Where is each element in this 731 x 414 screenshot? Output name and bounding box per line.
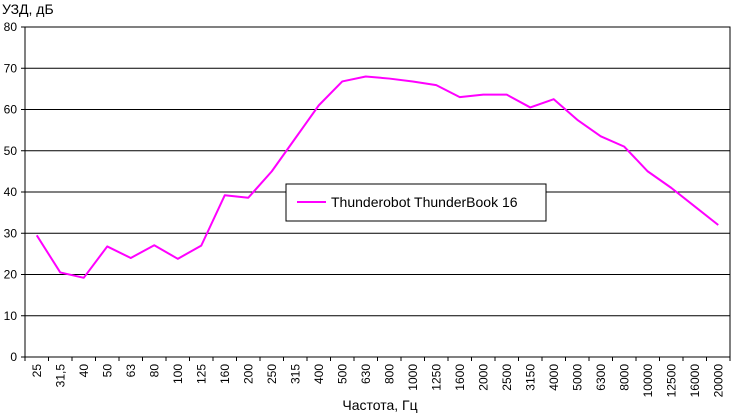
x-tick-label: 20000 bbox=[711, 364, 725, 398]
y-axis-title: УЗД, дБ bbox=[2, 1, 54, 17]
x-tick-label: 1600 bbox=[453, 364, 467, 391]
x-tick-label: 8000 bbox=[617, 364, 631, 391]
x-tick-label: 16000 bbox=[688, 364, 702, 398]
x-tick-label: 50 bbox=[100, 364, 114, 378]
y-tick-label: 20 bbox=[4, 268, 18, 282]
x-tick-label: 10000 bbox=[641, 364, 655, 398]
x-tick-label: 2000 bbox=[476, 364, 490, 391]
x-tick-label: 63 bbox=[124, 364, 138, 378]
x-tick-label: 2500 bbox=[500, 364, 514, 391]
y-tick-label: 50 bbox=[4, 144, 18, 158]
x-axis: 25 31,5 40 50 63 80 100 125 160 200 250 315 400 500 63… bbox=[24, 357, 731, 398]
y-axis: 0 10 20 30 40 50 60 70 80 bbox=[4, 20, 25, 364]
y-tick-label: 60 bbox=[4, 103, 18, 117]
x-tick-label: 200 bbox=[241, 364, 255, 384]
x-tick-label: 100 bbox=[171, 364, 185, 384]
y-tick-label: 70 bbox=[4, 61, 18, 75]
x-tick-label: 5000 bbox=[570, 364, 584, 391]
x-tick-label: 1250 bbox=[429, 364, 443, 391]
gridlines bbox=[25, 67, 730, 317]
x-tick-label: 12500 bbox=[664, 364, 678, 398]
y-tick-label: 40 bbox=[4, 185, 18, 199]
x-tick-label: 500 bbox=[335, 364, 349, 384]
x-tick-label: 25 bbox=[30, 364, 44, 378]
series-line bbox=[35, 75, 719, 279]
x-axis-title: Частота, Гц bbox=[342, 397, 417, 413]
x-tick-label: 400 bbox=[312, 364, 326, 384]
legend: Thunderobot ThunderBook 16 bbox=[285, 183, 547, 222]
x-tick-label: 800 bbox=[382, 364, 396, 384]
x-tick-label: 3150 bbox=[523, 364, 537, 391]
x-tick-label: 4000 bbox=[547, 364, 561, 391]
y-tick-label: 30 bbox=[4, 226, 18, 240]
legend-box bbox=[285, 183, 547, 222]
y-tick-label: 0 bbox=[10, 350, 17, 364]
x-tick-label: 6300 bbox=[594, 364, 608, 391]
legend-label: Thunderobot ThunderBook 16 bbox=[331, 194, 518, 210]
x-tick-label: 125 bbox=[194, 364, 208, 384]
series-lines bbox=[35, 75, 719, 279]
x-tick-label: 1000 bbox=[406, 364, 420, 391]
y-tick-label: 80 bbox=[4, 20, 18, 34]
x-tick-label: 250 bbox=[265, 364, 279, 384]
x-tick-label: 40 bbox=[77, 364, 91, 378]
x-tick-label: 160 bbox=[218, 364, 232, 384]
y-tick-label: 10 bbox=[4, 309, 18, 323]
x-tick-label: 315 bbox=[288, 364, 302, 384]
x-tick-label: 31,5 bbox=[53, 364, 67, 388]
x-tick-label: 630 bbox=[359, 364, 373, 384]
x-tick-label: 80 bbox=[147, 364, 161, 378]
